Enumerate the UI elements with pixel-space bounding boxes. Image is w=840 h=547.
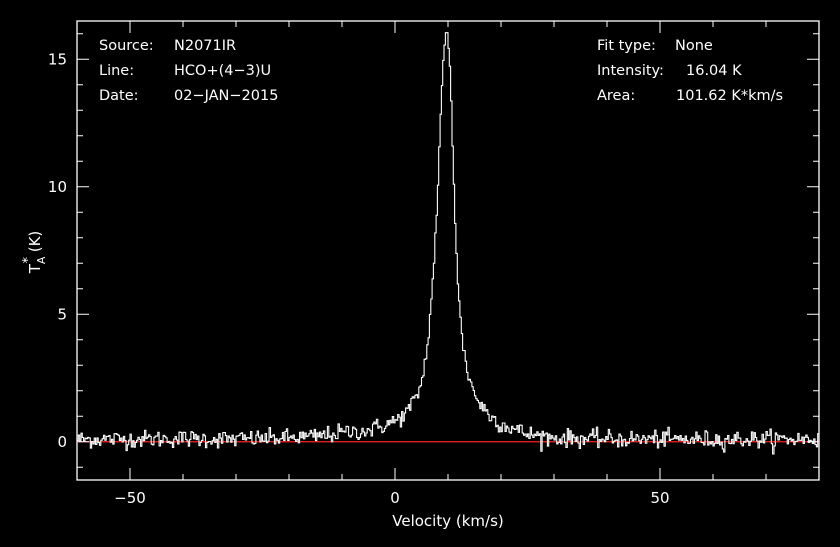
intensity-label: Intensity: (597, 63, 664, 79)
date-label: Date: (99, 88, 139, 104)
x-tick-labels: −50 0 50 (114, 489, 669, 507)
y-tick-labels: 0 5 10 15 (48, 50, 67, 451)
x-tick-label: −50 (114, 489, 146, 507)
area-label: Area: (597, 88, 635, 104)
source-label: Source: (99, 38, 154, 54)
y-axis-label-sup: * (21, 257, 36, 264)
y-axis-label: TA* (K) (21, 231, 48, 275)
x-tick-label: 0 (390, 489, 400, 507)
x-axis-label: Velocity (km/s) (392, 512, 503, 530)
y-axis-label-main: T (26, 263, 44, 274)
intensity-value: 16.04 K (686, 63, 742, 79)
area-value: 101.62 K*km/s (676, 88, 783, 104)
date-value: 02−JAN−2015 (174, 88, 278, 104)
line-value: HCO+(4−3)U (174, 63, 271, 79)
fit-type-value: None (675, 38, 713, 54)
y-tick-label: 5 (57, 305, 67, 323)
fit-type-label: Fit type: (597, 38, 656, 54)
x-tick-label: 50 (650, 489, 669, 507)
spectrum-line (77, 32, 819, 455)
y-axis-label-unit: (K) (26, 231, 44, 257)
y-tick-label: 10 (48, 178, 67, 196)
source-value: N2071IR (174, 38, 236, 54)
axis-ticks (76, 21, 820, 480)
y-axis-label-sub: A (35, 256, 48, 264)
svg-text:TA* (K): TA* (K) (21, 231, 48, 275)
y-tick-label: 15 (48, 50, 67, 68)
y-tick-label: 0 (57, 433, 67, 451)
line-label: Line: (99, 63, 134, 79)
